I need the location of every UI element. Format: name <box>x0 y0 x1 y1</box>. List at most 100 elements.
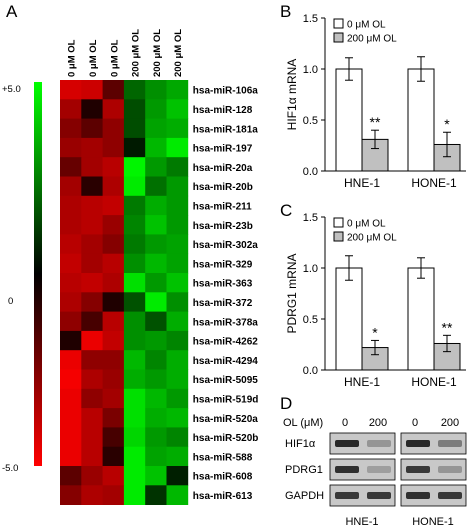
heatmap-cell <box>60 427 82 448</box>
bar <box>335 267 363 371</box>
protein-label: GAPDH <box>285 490 324 502</box>
heatmap-cell <box>123 80 146 100</box>
heatmap-cell <box>166 466 189 486</box>
heatmap-cell <box>123 118 146 139</box>
heatmap-cell <box>81 388 103 409</box>
heatmap-cell <box>145 99 167 119</box>
panel-label-d: D <box>280 394 292 413</box>
heatmap-cell <box>81 408 103 428</box>
heatmap-cell <box>102 137 125 158</box>
heatmap-cell <box>81 234 103 255</box>
y-axis-label: PDRG1 mRNA <box>285 253 299 333</box>
heatmap-cell <box>81 292 103 312</box>
heatmap-cell <box>123 427 146 448</box>
dose-label: 200 <box>441 417 459 429</box>
blot-band <box>438 492 462 499</box>
bar <box>407 68 435 172</box>
heatmap-cell <box>102 99 125 119</box>
heatmap-cell <box>81 311 103 332</box>
heatmap-cell <box>145 176 167 197</box>
heatmap-gene-label: hsa-miR-520a <box>193 414 258 425</box>
heatmap-cell <box>123 485 146 505</box>
heatmap-cell <box>81 485 103 505</box>
bar <box>407 267 435 371</box>
heatmap-cell <box>123 466 146 486</box>
heatmap-cell <box>102 408 125 428</box>
heatmap-gene-label: hsa-miR-588 <box>193 452 253 463</box>
heatmap-cell <box>81 330 103 351</box>
significance-marker: * <box>372 324 378 340</box>
significance-marker: ** <box>370 114 381 130</box>
heatmap-cell <box>145 369 167 390</box>
blot-strip <box>400 458 467 481</box>
heatmap-cell <box>166 215 189 235</box>
heatmap-cell <box>102 234 125 255</box>
heatmap-cell <box>123 388 146 409</box>
heatmap-cell <box>166 311 189 332</box>
heatmap-cell <box>60 80 82 100</box>
heatmap-cell <box>123 99 146 119</box>
heatmap-cell <box>123 311 146 332</box>
heatmap-cell <box>102 466 125 486</box>
legend-label: 200 μM OL <box>347 34 397 45</box>
heatmap-cell <box>166 118 189 139</box>
heatmap-gene-label: hsa-miR-20a <box>193 163 253 174</box>
heatmap-cell <box>102 369 125 390</box>
heatmap-cell <box>145 330 167 351</box>
dose-label: 200 <box>369 417 387 429</box>
heatmap-cell <box>145 408 167 428</box>
western-blot: OL (μM) 0 200 0 200 HIF1α PDRG1 GAPDH HNE-1 HONE-… <box>283 417 467 528</box>
heatmap-cell <box>166 446 189 467</box>
heatmap-gene-label: hsa-miR-378a <box>193 317 258 328</box>
heatmap-cell <box>81 99 103 119</box>
heatmap-cell <box>123 157 146 177</box>
blot-band <box>335 440 359 447</box>
heatmap-cell <box>60 273 82 293</box>
heatmap-cell <box>145 446 167 467</box>
heatmap-cell <box>102 118 125 139</box>
legend-swatch <box>333 18 344 29</box>
heatmap-gene-label: hsa-miR-608 <box>193 472 253 483</box>
heatmap-gene-label: hsa-miR-23b <box>193 221 253 232</box>
dose-label: 0 <box>342 417 348 429</box>
heatmap-cell <box>102 215 125 235</box>
heatmap-cell <box>166 157 189 177</box>
legend-label: 0 μM OL <box>347 219 386 230</box>
heatmap-cell <box>81 253 103 274</box>
y-tick-label: 0.5 <box>303 115 318 127</box>
blot-band <box>367 440 391 447</box>
heatmap-cell <box>123 234 146 255</box>
heatmap-cell <box>60 292 82 312</box>
heatmap-cell <box>81 80 103 100</box>
heatmap-cell <box>81 466 103 486</box>
heatmap-cell <box>123 253 146 274</box>
heatmap-cell <box>60 195 82 216</box>
heatmap-cell <box>123 408 146 428</box>
protein-label: PDRG1 <box>285 464 323 476</box>
heatmap-cell <box>60 137 82 158</box>
heatmap-cell <box>60 99 82 119</box>
heatmap-cell <box>102 311 125 332</box>
heatmap-cell <box>81 118 103 139</box>
heatmap-cell <box>145 80 167 100</box>
blot-band <box>335 466 359 473</box>
heatmap-cell <box>60 157 82 177</box>
blot-band <box>438 466 462 473</box>
chart-c: 0.0 0.5 1.0 1.5 PDRG1 mRNA * HNE-1 ** HONE-1 0 μM… <box>285 212 466 389</box>
heatmap-gene-label: hsa-miR-4262 <box>193 337 258 348</box>
heatmap-cell <box>166 350 189 370</box>
dose-header: OL (μM) <box>283 417 323 429</box>
heatmap-cell <box>166 427 189 448</box>
significance-marker: ** <box>442 319 453 335</box>
legend-label: 0 μM OL <box>347 20 386 31</box>
heatmap-cell <box>102 330 125 351</box>
heatmap-cell <box>81 273 103 293</box>
heatmap-cell <box>60 215 82 235</box>
heatmap-cell <box>166 369 189 390</box>
heatmap-cell <box>145 195 167 216</box>
blot-band <box>367 492 391 499</box>
heatmap-condition-label: 0 μM OL <box>109 39 120 77</box>
heatmap-cell <box>123 273 146 293</box>
blot-strip <box>329 432 396 455</box>
